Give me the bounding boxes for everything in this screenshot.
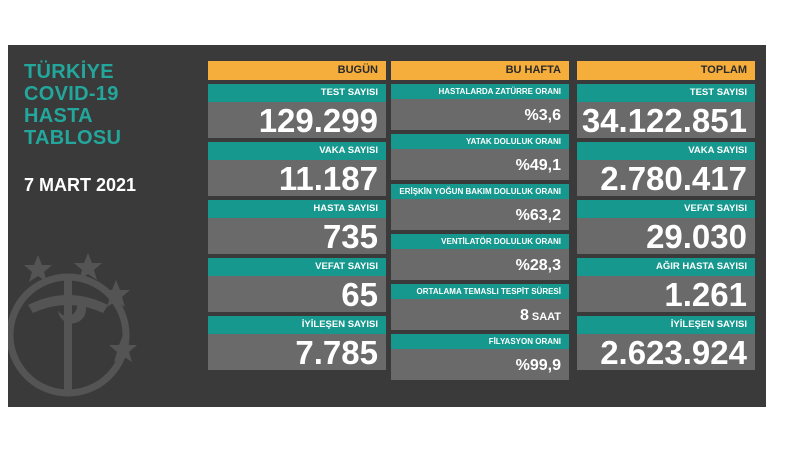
- stat-unit: SAAT: [531, 311, 561, 323]
- today-column: BUGÜN TEST SAYISI 129.299 VAKA SAYISI 11…: [208, 61, 386, 374]
- total-death-card: VEFAT SAYISI 29.030: [577, 200, 755, 254]
- stat-value: %49,1: [391, 149, 569, 180]
- stat-value: 1.261: [577, 276, 755, 312]
- stat-label: TEST SAYISI: [208, 84, 386, 102]
- stat-value: %63,2: [391, 199, 569, 230]
- stat-label: VENTİLATÖR DOLULUK ORANI: [391, 234, 569, 249]
- ministry-emblem-icon: [8, 253, 137, 397]
- stat-label: HASTALARDA ZATÜRRE ORANI: [391, 84, 569, 99]
- stat-value: 11.187: [208, 160, 386, 196]
- stat-label: ORTALAMA TEMASLI TESPİT SÜRESİ: [391, 284, 569, 299]
- stat-value: 34.122.851: [577, 102, 755, 138]
- title-line: HASTA: [24, 105, 93, 127]
- total-case-card: VAKA SAYISI 2.780.417: [577, 142, 755, 196]
- stat-number: 8: [519, 307, 529, 324]
- stat-label: VAKA SAYISI: [208, 142, 386, 160]
- stat-value: 2.780.417: [577, 160, 755, 196]
- total-column: TOPLAM TEST SAYISI 34.122.851 VAKA SAYIS…: [577, 61, 755, 374]
- stat-value: 2.623.924: [577, 334, 755, 370]
- today-header: BUGÜN: [208, 61, 386, 80]
- week-header: BU HAFTA: [391, 61, 569, 80]
- today-case-card: VAKA SAYISI 11.187: [208, 142, 386, 196]
- stat-value: 8 SAAT: [391, 299, 569, 330]
- stat-label: VAKA SAYISI: [577, 142, 755, 160]
- title-line: TABLOSU: [24, 127, 122, 149]
- stat-value: 735: [208, 218, 386, 254]
- stat-value: 7.785: [208, 334, 386, 370]
- week-bed-card: YATAK DOLULUK ORANI %49,1: [391, 134, 569, 180]
- page-title: TÜRKİYE COVID-19 HASTA TABLOSU: [24, 61, 121, 149]
- total-test-card: TEST SAYISI 34.122.851: [577, 84, 755, 138]
- today-death-card: VEFAT SAYISI 65: [208, 258, 386, 312]
- stat-label: HASTA SAYISI: [208, 200, 386, 218]
- stat-value: %3,6: [391, 99, 569, 130]
- today-recovered-card: İYİLEŞEN SAYISI 7.785: [208, 316, 386, 370]
- stat-label: İYİLEŞEN SAYISI: [577, 316, 755, 334]
- total-recovered-card: İYİLEŞEN SAYISI 2.623.924: [577, 316, 755, 370]
- today-patient-card: HASTA SAYISI 735: [208, 200, 386, 254]
- stat-label: YATAK DOLULUK ORANI: [391, 134, 569, 149]
- week-column: BU HAFTA HASTALARDA ZATÜRRE ORANI %3,6 Y…: [391, 61, 569, 384]
- stat-label: ERİŞKİN YOĞUN BAKIM DOLULUK ORANI: [391, 184, 569, 199]
- week-contact-time-card: ORTALAMA TEMASLI TESPİT SÜRESİ 8 SAAT: [391, 284, 569, 330]
- week-pneumonia-card: HASTALARDA ZATÜRRE ORANI %3,6: [391, 84, 569, 130]
- title-line: COVID-19: [24, 83, 119, 105]
- week-ventilator-card: VENTİLATÖR DOLULUK ORANI %28,3: [391, 234, 569, 280]
- stat-label: VEFAT SAYISI: [577, 200, 755, 218]
- stat-value: 129.299: [208, 102, 386, 138]
- total-header: TOPLAM: [577, 61, 755, 80]
- week-filiation-card: FİLYASYON ORANI %99,9: [391, 334, 569, 380]
- total-severe-card: AĞIR HASTA SAYISI 1.261: [577, 258, 755, 312]
- stat-label: TEST SAYISI: [577, 84, 755, 102]
- stat-value: %99,9: [391, 349, 569, 380]
- stat-label: AĞIR HASTA SAYISI: [577, 258, 755, 276]
- week-icu-card: ERİŞKİN YOĞUN BAKIM DOLULUK ORANI %63,2: [391, 184, 569, 230]
- stat-value: %28,3: [391, 249, 569, 280]
- stat-label: VEFAT SAYISI: [208, 258, 386, 276]
- stat-label: İYİLEŞEN SAYISI: [208, 316, 386, 334]
- report-date: 7 MART 2021: [24, 175, 137, 195]
- covid-table-board: TÜRKİYE COVID-19 HASTA TABLOSU 7 MART 20…: [8, 45, 766, 407]
- today-test-card: TEST SAYISI 129.299: [208, 84, 386, 138]
- stat-value: 65: [208, 276, 386, 312]
- stat-value: 29.030: [577, 218, 755, 254]
- title-line: TÜRKİYE: [24, 61, 114, 83]
- stat-label: FİLYASYON ORANI: [391, 334, 569, 349]
